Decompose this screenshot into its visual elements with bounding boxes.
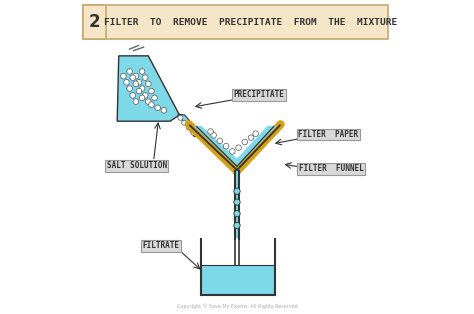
Circle shape [234, 199, 240, 205]
Circle shape [152, 95, 157, 101]
Text: 2: 2 [89, 13, 100, 31]
Circle shape [229, 149, 235, 154]
Circle shape [133, 73, 139, 79]
Polygon shape [193, 126, 277, 167]
Circle shape [155, 105, 160, 111]
Circle shape [142, 75, 148, 80]
Text: FILTER  FUNNEL: FILTER FUNNEL [299, 164, 364, 173]
Circle shape [142, 93, 148, 98]
FancyBboxPatch shape [202, 265, 274, 295]
Circle shape [136, 88, 142, 94]
Circle shape [178, 115, 183, 120]
Circle shape [146, 99, 151, 104]
Circle shape [136, 79, 142, 85]
Circle shape [139, 86, 145, 91]
Circle shape [217, 138, 223, 143]
Circle shape [133, 99, 139, 104]
Text: FILTER  PAPER: FILTER PAPER [298, 130, 358, 139]
Circle shape [182, 120, 187, 125]
Circle shape [186, 125, 191, 130]
Circle shape [242, 139, 247, 145]
Circle shape [133, 81, 139, 87]
Circle shape [248, 135, 254, 140]
Circle shape [236, 145, 241, 150]
Circle shape [127, 69, 132, 74]
Circle shape [146, 81, 151, 87]
Circle shape [149, 102, 154, 107]
Circle shape [234, 222, 240, 229]
Circle shape [130, 93, 136, 98]
Text: FILTRATE: FILTRATE [142, 241, 179, 250]
Circle shape [208, 129, 213, 134]
Polygon shape [117, 56, 180, 121]
Text: SALT SOLUTION: SALT SOLUTION [107, 161, 167, 170]
Circle shape [161, 107, 167, 113]
Circle shape [234, 210, 240, 217]
Text: FILTER  TO  REMOVE  PRECIPITATE  FROM  THE  MIXTURE: FILTER TO REMOVE PRECIPITATE FROM THE MI… [104, 18, 398, 27]
Circle shape [120, 73, 126, 79]
Circle shape [149, 88, 154, 94]
Circle shape [211, 133, 217, 138]
FancyBboxPatch shape [235, 171, 239, 238]
Circle shape [234, 188, 240, 194]
Circle shape [127, 86, 132, 91]
Circle shape [223, 143, 229, 149]
Circle shape [253, 131, 258, 137]
Text: Copyright © Save My Exams. All Rights Reserved: Copyright © Save My Exams. All Rights Re… [177, 304, 297, 310]
FancyBboxPatch shape [83, 5, 388, 39]
Text: PRECIPITATE: PRECIPITATE [233, 90, 284, 99]
Circle shape [130, 75, 136, 80]
FancyBboxPatch shape [83, 5, 106, 39]
Circle shape [139, 69, 145, 74]
Circle shape [191, 130, 196, 135]
Polygon shape [178, 114, 201, 137]
Circle shape [124, 79, 129, 85]
Circle shape [139, 95, 145, 101]
